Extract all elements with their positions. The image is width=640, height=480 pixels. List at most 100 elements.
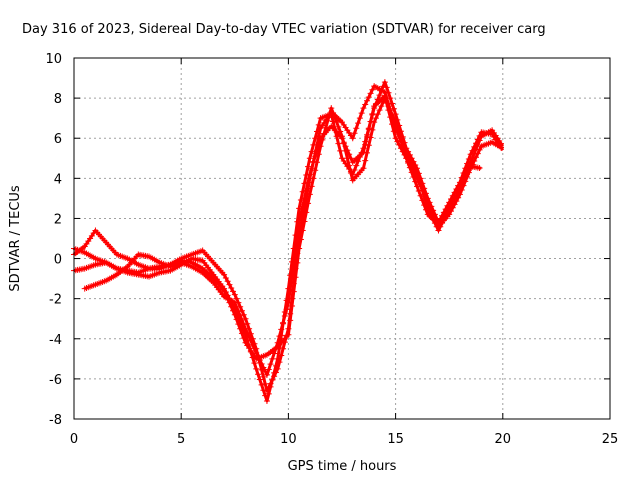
data-point <box>312 167 319 174</box>
data-point <box>419 187 426 194</box>
data-point <box>387 95 394 102</box>
data-point <box>306 171 313 178</box>
data-point <box>360 149 367 156</box>
data-point <box>464 160 471 167</box>
data-point <box>262 380 269 387</box>
data-point <box>421 191 428 198</box>
data-point <box>328 105 335 112</box>
y-tick-label: -6 <box>49 373 62 388</box>
data-point <box>339 135 345 142</box>
data-point <box>255 371 262 378</box>
data-point <box>415 188 422 195</box>
x-tick-label: 25 <box>602 432 619 447</box>
series-track-b <box>71 79 505 404</box>
data-point <box>378 103 385 110</box>
data-point <box>333 119 340 126</box>
data-point <box>498 144 505 151</box>
data-point <box>269 376 276 383</box>
data-point <box>322 124 329 131</box>
data-point <box>242 315 249 322</box>
data-point <box>303 209 310 216</box>
data-point <box>240 335 247 342</box>
data-point <box>369 126 376 133</box>
data-point <box>403 155 410 162</box>
data-point <box>230 288 237 295</box>
data-point <box>392 135 399 142</box>
data-point <box>285 299 292 306</box>
data-point <box>238 307 245 314</box>
data-point <box>406 164 413 171</box>
data-point <box>364 97 371 104</box>
data-point <box>278 326 285 333</box>
data-point <box>349 135 356 142</box>
data-point <box>471 143 478 150</box>
data-point <box>253 365 260 372</box>
data-point <box>299 227 306 234</box>
data-point <box>389 100 396 107</box>
data-point <box>299 203 306 210</box>
data-point <box>371 119 378 126</box>
data-point <box>224 278 231 285</box>
data-point <box>310 159 317 166</box>
data-point <box>397 145 404 152</box>
data-point <box>367 134 374 141</box>
data-point <box>376 92 383 99</box>
data-point <box>253 349 260 356</box>
data-point <box>360 165 367 172</box>
data-point <box>346 151 353 158</box>
data-point <box>337 147 344 154</box>
data-point <box>451 201 458 208</box>
data-point <box>238 317 245 324</box>
y-tick-label: -4 <box>49 333 62 348</box>
data-point <box>221 287 228 294</box>
data-point <box>460 179 467 186</box>
data-point <box>369 86 376 93</box>
data-point <box>249 341 256 348</box>
data-point <box>271 369 278 376</box>
data-point <box>238 330 245 337</box>
y-tick-label: 10 <box>45 52 62 67</box>
x-axis-title: GPS time / hours <box>288 459 397 474</box>
data-point <box>414 165 421 172</box>
data-point <box>446 211 453 218</box>
x-tick-label: 5 <box>177 432 185 447</box>
data-point <box>351 130 358 137</box>
data-point <box>372 115 379 122</box>
data-point <box>233 304 240 311</box>
data-point <box>362 101 369 108</box>
data-point <box>265 366 272 373</box>
data-point <box>473 140 479 147</box>
data-point <box>473 154 479 161</box>
data-point <box>408 169 415 176</box>
data-point <box>256 376 263 383</box>
data-point <box>415 170 422 177</box>
data-point <box>405 148 412 155</box>
data-point <box>287 317 294 324</box>
data-point <box>294 232 301 239</box>
data-point <box>358 110 365 117</box>
data-point <box>247 337 254 344</box>
data-point <box>228 284 235 291</box>
data-point <box>344 147 351 154</box>
data-point <box>267 383 274 390</box>
data-point <box>347 169 354 176</box>
data-point <box>330 109 337 116</box>
data-point <box>233 295 240 302</box>
data-point <box>290 288 297 295</box>
data-point <box>306 155 313 162</box>
data-point <box>462 165 469 172</box>
data-point <box>356 115 363 122</box>
data-point <box>465 155 472 162</box>
data-point <box>476 132 483 139</box>
y-tick-label: 8 <box>54 92 62 107</box>
data-point <box>288 272 295 279</box>
x-tick-label: 15 <box>387 432 404 447</box>
data-point <box>367 118 374 125</box>
data-point <box>383 84 390 91</box>
data-point <box>412 161 419 168</box>
data-point <box>426 203 433 210</box>
data-point <box>351 166 358 173</box>
data-point <box>464 171 471 178</box>
data-point <box>394 138 401 145</box>
